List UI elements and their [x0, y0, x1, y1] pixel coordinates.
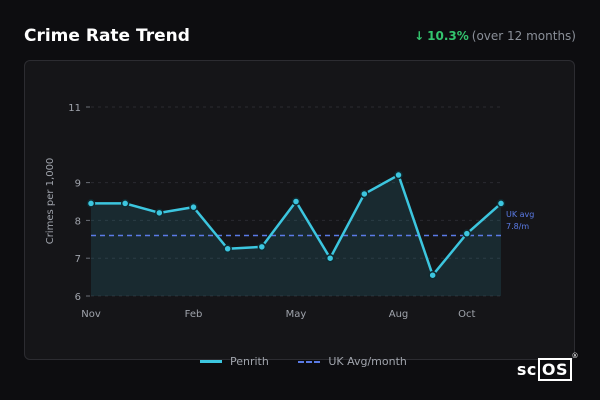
y-tick-label: 6 — [75, 292, 81, 303]
series-area — [91, 175, 501, 296]
data-point — [291, 197, 301, 206]
y-tick-label: 8 — [75, 216, 81, 227]
series-swatch — [200, 360, 222, 363]
change-indicator: ↓ 10.3% (over 12 months) — [414, 29, 576, 43]
y-tick-label: 11 — [68, 103, 81, 114]
chart-panel — [24, 60, 575, 360]
avg-annotation-line1: UK avg — [506, 210, 534, 219]
logo-prefix: sc — [516, 360, 537, 379]
header: Crime Rate Trend ↓ 10.3% (over 12 months) — [24, 26, 576, 50]
chart-legend: Penrith UK Avg/month — [200, 354, 433, 370]
change-percentage: 10.3% — [427, 29, 469, 43]
data-point — [360, 189, 369, 199]
data-point — [257, 242, 267, 252]
legend-item-avg[interactable]: UK Avg/month — [298, 355, 407, 368]
down-arrow-icon: ↓ — [414, 29, 425, 43]
registered-mark: ® — [571, 352, 579, 360]
y-axis-label: Crimes per 1,000 — [45, 158, 56, 245]
avg-annotation-line2: 7.8/m — [506, 222, 529, 231]
data-point — [223, 244, 232, 253]
data-point — [394, 170, 403, 180]
legend-avg-label: UK Avg/month — [328, 354, 407, 368]
x-tick-label: Oct — [458, 309, 475, 320]
data-point — [155, 208, 164, 218]
legend-item-series[interactable]: Penrith — [200, 355, 269, 368]
y-tick-label: 9 — [75, 179, 81, 190]
data-point — [86, 199, 96, 208]
legend-series-label: Penrith — [230, 354, 269, 368]
y-tick-label: 7 — [75, 254, 81, 265]
page-title: Crime Rate Trend — [24, 26, 190, 46]
x-tick-label: Aug — [389, 309, 409, 320]
x-tick-label: May — [286, 309, 307, 320]
avg-swatch — [298, 360, 321, 363]
data-point — [189, 202, 198, 212]
brand-logo: sc OS ® — [516, 352, 579, 381]
logo-boxed-text: OS — [537, 358, 572, 381]
change-note: (over 12 months) — [471, 29, 576, 43]
data-point — [325, 253, 335, 263]
data-point — [462, 229, 472, 238]
data-point — [496, 199, 506, 208]
data-point — [120, 199, 130, 208]
data-point — [428, 270, 437, 280]
x-tick-label: Nov — [81, 309, 101, 320]
x-tick-label: Feb — [185, 309, 203, 320]
